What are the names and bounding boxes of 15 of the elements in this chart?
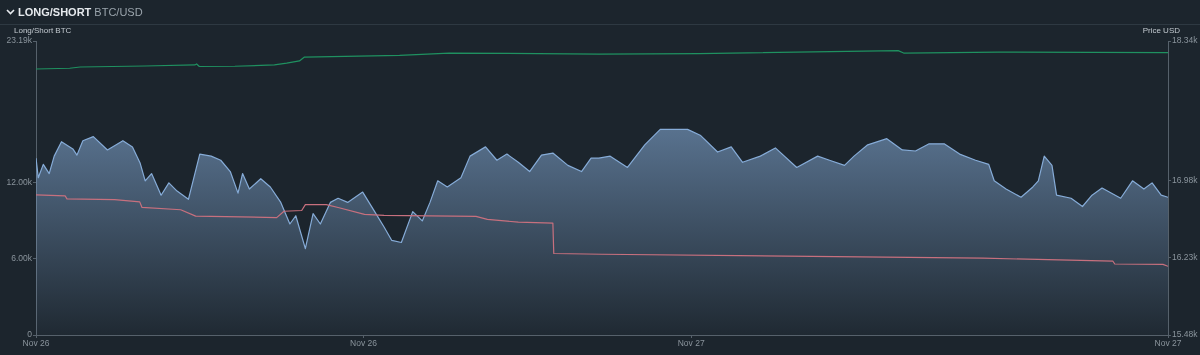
x-tick-label: Nov 27 <box>1154 338 1182 349</box>
x-tick-label: Nov 27 <box>677 338 705 349</box>
y-axis-title: Long/Short BTC <box>14 26 72 36</box>
y2-tick-label: 16.23k <box>1172 252 1199 263</box>
y-tick-label: 0 <box>27 329 33 340</box>
x-tick-label: Nov 26 <box>350 338 378 349</box>
y2-tick-label: 16.98k <box>1172 175 1199 186</box>
y2-axis-title: Price USD <box>1142 26 1181 36</box>
chart-title: LONG/SHORT BTC/USD <box>18 6 143 18</box>
y2-tick-label: 15.48k <box>1172 329 1199 340</box>
y-tick-label: 6.00k <box>11 253 33 264</box>
y2-tick-label: 18.34k <box>1172 35 1199 46</box>
y-tick-label: 12.00k <box>6 177 33 188</box>
x-tick-label: Nov 26 <box>22 338 50 349</box>
y-tick-label: 23.19k <box>6 35 33 46</box>
